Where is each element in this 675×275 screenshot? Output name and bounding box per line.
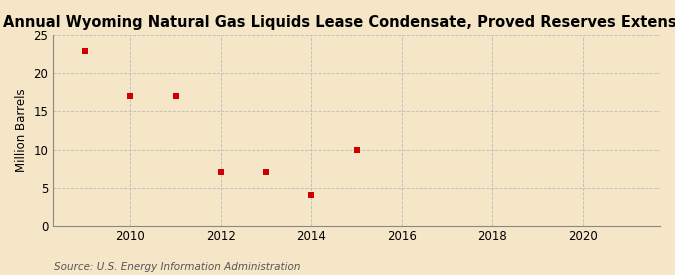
- Point: [351, 147, 362, 152]
- Point: [80, 48, 90, 53]
- Point: [170, 94, 181, 98]
- Y-axis label: Million Barrels: Million Barrels: [15, 89, 28, 172]
- Point: [215, 170, 226, 175]
- Point: [125, 94, 136, 98]
- Point: [261, 170, 271, 175]
- Title: Annual Wyoming Natural Gas Liquids Lease Condensate, Proved Reserves Extensions: Annual Wyoming Natural Gas Liquids Lease…: [3, 15, 675, 30]
- Point: [306, 193, 317, 197]
- Text: Source: U.S. Energy Information Administration: Source: U.S. Energy Information Administ…: [54, 262, 300, 272]
